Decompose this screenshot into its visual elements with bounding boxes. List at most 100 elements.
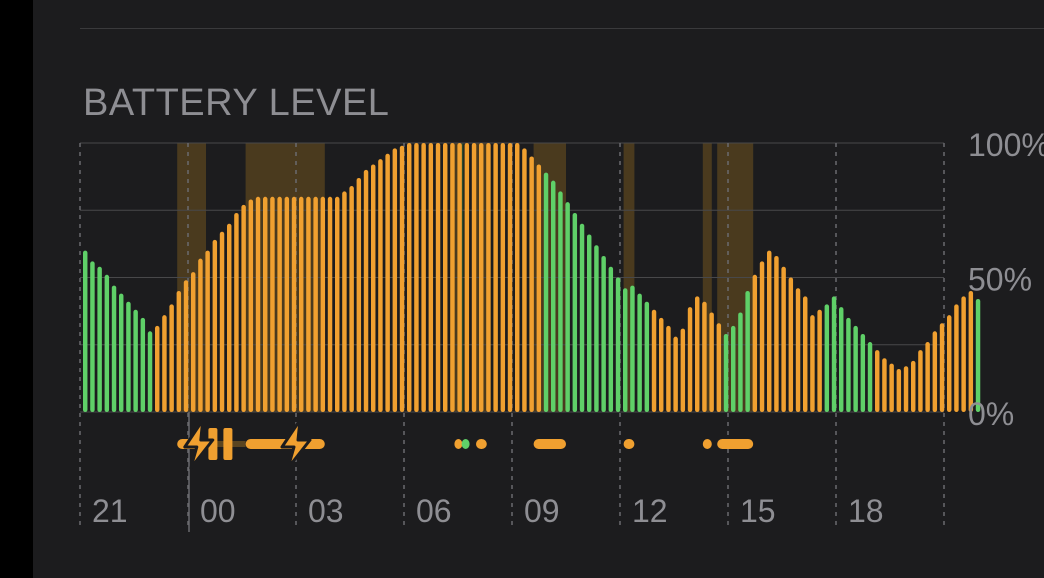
battery-bar — [687, 307, 693, 412]
battery-bar — [615, 277, 621, 412]
battery-bar — [493, 143, 498, 412]
battery-bar — [335, 196, 340, 412]
battery-bar — [695, 296, 700, 412]
battery-bar — [133, 309, 138, 412]
battery-bar — [443, 143, 448, 412]
battery-bar — [342, 191, 347, 412]
battery-bar — [155, 325, 160, 412]
battery-bar — [529, 156, 534, 412]
charging-pill — [461, 439, 470, 449]
battery-bar — [486, 143, 491, 412]
battery-bar — [846, 317, 851, 412]
battery-bar — [803, 296, 808, 412]
battery-bar — [666, 325, 671, 412]
battery-bar — [882, 358, 887, 412]
battery-bar — [515, 143, 520, 412]
battery-bar — [198, 258, 203, 412]
battery-bar — [421, 143, 426, 412]
battery-bar — [435, 143, 441, 412]
battery-bar — [781, 266, 786, 412]
battery-bar — [291, 196, 297, 412]
battery-bar — [680, 328, 686, 412]
battery-bar — [745, 290, 750, 412]
battery-bar — [126, 301, 131, 412]
battery-bar — [241, 204, 246, 412]
battery-bar — [551, 180, 556, 412]
battery-bar — [651, 309, 657, 412]
battery-bar — [961, 296, 966, 412]
battery-bar — [140, 317, 146, 412]
battery-bar — [227, 223, 232, 412]
battery-bar — [176, 290, 182, 412]
battery-bar — [594, 245, 599, 412]
x-tick-label: 12 — [632, 493, 668, 529]
battery-bar — [270, 196, 275, 412]
battery-bar — [731, 325, 736, 412]
battery-bar — [623, 288, 628, 412]
x-tick-label: 21 — [92, 493, 128, 529]
battery-bar — [824, 304, 830, 412]
battery-bar — [500, 143, 506, 412]
battery-bar — [428, 143, 434, 412]
charging-pill — [702, 439, 712, 449]
y-tick-label: 50% — [968, 262, 1032, 298]
battery-bar — [716, 323, 722, 412]
battery-bar — [558, 191, 563, 412]
battery-bar — [299, 196, 304, 412]
battery-bar — [918, 350, 923, 412]
x-axis-labels: 21 00 03 06 09 12 15 18 — [92, 493, 884, 529]
x-tick-label: 00 — [200, 493, 236, 529]
battery-bar — [788, 277, 794, 412]
x-tick-label: 06 — [416, 493, 452, 529]
battery-bar — [853, 325, 858, 412]
battery-bar — [767, 250, 772, 412]
battery-bar — [248, 199, 254, 412]
battery-bar — [579, 223, 585, 412]
chart-title: BATTERY LEVEL — [83, 82, 390, 124]
battery-bar — [968, 290, 974, 412]
battery-bar — [363, 169, 369, 412]
charging-pill — [476, 439, 487, 449]
battery-bar — [637, 293, 642, 412]
x-tick-label: 03 — [308, 493, 344, 529]
battery-bar — [565, 202, 570, 412]
battery-bar — [723, 333, 729, 412]
battery-bar — [947, 315, 952, 412]
battery-bar — [601, 255, 606, 412]
battery-bar — [392, 148, 398, 412]
battery-bar — [630, 285, 635, 412]
battery-bar — [867, 342, 873, 412]
battery-bar — [313, 196, 318, 412]
battery-bar — [925, 342, 930, 412]
battery-bar — [932, 331, 938, 412]
battery-bar — [255, 196, 261, 412]
battery-bar — [774, 255, 779, 412]
battery-bar — [191, 272, 196, 412]
battery-bar — [587, 234, 592, 412]
battery-bar — [327, 196, 333, 412]
battery-bar — [522, 148, 527, 412]
charging-bolt-icon — [183, 418, 215, 470]
battery-bar — [709, 312, 714, 412]
battery-bars — [83, 143, 981, 412]
battery-bar — [889, 363, 894, 412]
top-divider — [80, 28, 1044, 29]
battery-bar — [119, 293, 124, 412]
battery-bar — [608, 266, 614, 412]
battery-bar — [831, 296, 837, 412]
battery-bar — [975, 299, 981, 412]
battery-bar — [507, 143, 513, 412]
y-axis-labels: 100% 50% 0% — [968, 127, 1044, 432]
battery-bar — [875, 350, 880, 412]
battery-bar — [795, 288, 801, 412]
battery-bar — [205, 250, 210, 412]
battery-bar — [169, 304, 174, 412]
x-tick-label: 15 — [740, 493, 776, 529]
battery-bar — [219, 231, 225, 412]
battery-bar — [356, 177, 362, 412]
battery-bar — [457, 143, 462, 412]
battery-bar — [911, 360, 916, 412]
battery-bar — [479, 143, 484, 412]
battery-bar — [349, 186, 354, 412]
